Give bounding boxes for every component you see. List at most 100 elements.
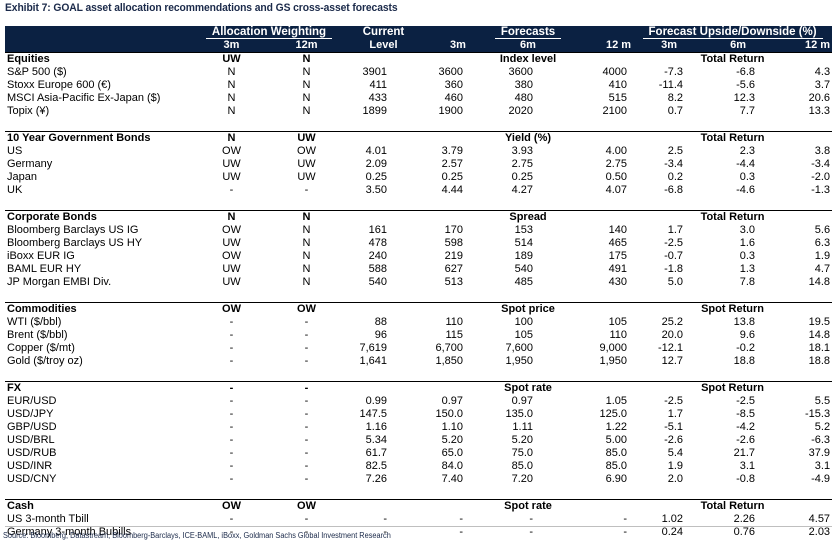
table-cell: N [302,237,311,249]
row-label: USD/JPY [7,408,54,420]
table-cell: 0.24 [661,526,684,538]
table-cell: - [459,513,463,525]
table-cell: - [304,460,309,472]
section-forecast-label: Spread [423,210,634,224]
header-upside: Forecast Upside/Downside (%) [633,26,833,39]
table-cell: -4.2 [736,421,756,433]
table-cell: -1.3 [811,184,831,196]
table-cell: 360 [444,79,463,91]
row-label: USD/CNY [7,473,57,485]
table-cell: N [227,66,236,78]
section-gap [5,486,832,500]
table-cell: 37.9 [808,447,831,459]
row-label: S&P 500 ($) [7,66,67,78]
table-cell: N [302,250,311,262]
table-row: USD/JPY - - 147.5 150.0 135.0 125.0 1.7 -8.5 -15.… [5,408,832,421]
table-cell: -8.5 [736,408,756,420]
table-cell: - [383,526,387,538]
section-blank [344,52,423,66]
table-cell: 3.79 [441,145,463,157]
table-cell: OW [297,145,316,157]
section-blank [344,499,423,513]
table-cell: - [229,184,234,196]
table-cell: 3.93 [511,145,533,157]
table-row: Bloomberg Barclays US HY UW N 478 598 514 465 -… [5,237,832,250]
table-cell: UW [222,237,241,249]
table-cell: 3600 [438,66,463,78]
row-label: Japan [7,171,37,183]
table-cell: 2.0 [667,473,684,485]
header-up-12m: 12 m [771,39,833,53]
table-cell: 110 [445,316,463,328]
table-cell: N [227,79,236,91]
section-upside-label: Total Return [633,131,833,145]
table-cell: - [229,526,234,538]
table-cell: - [304,513,309,525]
table-cell: N [302,105,311,117]
table-cell: OW [222,250,241,262]
table-cell: -2.5 [664,395,684,407]
table-cell: 1,850 [435,355,463,367]
table-cell: - [304,421,309,433]
table-cell: 1.05 [605,395,628,407]
table-row: EUR/USD - - 0.99 0.97 0.97 1.05 -2.5 -2.5 5.5 [5,395,832,408]
table-cell: 18.8 [733,355,756,367]
table-cell: 6.3 [814,237,831,249]
table-cell: 6,700 [435,342,463,354]
table-cell: 0.3 [739,171,756,183]
row-label: USD/INR [7,460,53,472]
header-row-top: Allocation Weighting Current Forecasts F… [5,26,833,39]
exhibit-title: Exhibit 7: GOAL asset allocation recomme… [5,2,398,14]
row-label: Gold ($/troy oz) [7,355,83,367]
section-forecast-label: Spot price [423,302,634,316]
table-cell: -6.3 [811,434,831,446]
table-cell: - [304,184,309,196]
table-cell: 1900 [438,105,463,117]
table-cell: 4.27 [511,184,533,196]
section-gap [5,289,832,303]
table-cell: 100 [514,316,533,328]
table-row: USD/RUB - - 61.7 65.0 75.0 85.0 5.4 21.7 37.9 [5,447,832,460]
header-allocation: Allocation Weighting [194,26,344,39]
section-forecast-label: Spot rate [423,499,634,513]
table-cell: 85.0 [511,460,533,472]
table-row: US OW OW 4.01 3.79 3.93 4.00 2.5 2.3 3.8 [5,145,832,158]
table-cell: 4.07 [605,184,628,196]
table-cell: 18.1 [808,342,831,354]
table-cell: 65.0 [441,447,463,459]
table-row: JP Morgan EMBI Div. UW N 540 513 485 430 5.0 7.8… [5,276,832,289]
table-cell: 7.7 [739,105,756,117]
section-weight-3m: N [194,210,269,224]
gap-cell [5,368,832,382]
table-cell: 433 [368,92,387,104]
table-cell: 2020 [508,105,533,117]
table-cell: 5.6 [814,224,831,236]
table-cell: N [302,224,311,236]
table-cell: 240 [368,250,387,262]
section-name: FX [5,381,194,395]
row-label: Bloomberg Barclays US IG [7,224,139,236]
table-cell: 1.7 [667,224,684,236]
table-cell: 82.5 [365,460,387,472]
forecast-table: Allocation Weighting Current Forecasts F… [5,26,833,539]
header-forecasts: Forecasts [423,26,634,39]
table-cell: - [229,329,234,341]
header-blank [5,26,194,39]
table-cell: 105 [608,316,628,328]
table-cell: N [302,66,311,78]
table-cell: -0.8 [736,473,756,485]
table-cell: 19.5 [808,316,831,328]
table-cell: 514 [514,237,533,249]
table-cell: 9,000 [599,342,628,354]
table-cell: 3.8 [814,145,831,157]
table-cell: -15.3 [804,408,831,420]
table-cell: 3.7 [814,79,831,91]
table-cell: 20.6 [808,92,831,104]
table-cell: 515 [608,92,628,104]
section-upside-label: Spot Return [633,302,833,316]
section-weight-12m: OW [269,302,344,316]
table-cell: 0.3 [739,250,756,262]
section-upside-label: Total Return [633,499,833,513]
table-cell: 5.20 [441,434,463,446]
table-cell: - [229,355,234,367]
